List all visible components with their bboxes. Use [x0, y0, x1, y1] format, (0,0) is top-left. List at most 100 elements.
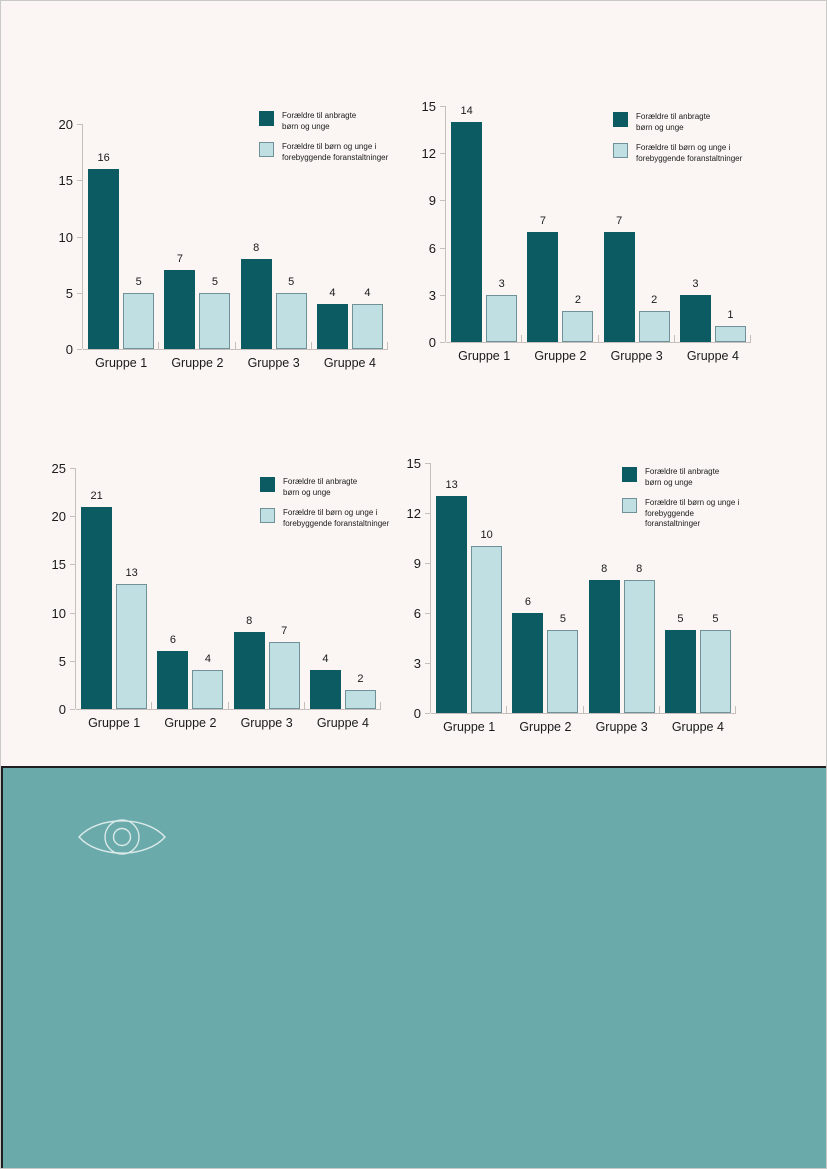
bar-value-label: 2 — [651, 293, 658, 306]
y-tick-label: 15 — [58, 173, 73, 189]
bar-series1 — [316, 304, 348, 349]
y-tick-mark — [425, 713, 430, 714]
y-axis-line — [430, 463, 431, 713]
y-tick-label: 10 — [51, 605, 66, 621]
legend-label: Forældre til børn og unge i forebyggende … — [645, 498, 740, 529]
chart-legend: Forældre til anbragte børn og unge Forældr… — [260, 477, 389, 539]
legend-item: Forældre til børn og unge i forebyggende … — [613, 143, 742, 164]
bar-series1 — [88, 169, 120, 349]
grouped-bar-chart-2: 0 3 6 9 12 15 Gruppe 1 14 3 Gruppe 2 7 2 Gruppe 3 7 2 G… — [414, 86, 763, 376]
y-tick-mark — [425, 613, 430, 614]
y-tick-label: 15 — [406, 456, 421, 471]
y-tick-mark — [425, 563, 430, 564]
eye-icon — [78, 819, 166, 855]
y-axis-line — [75, 468, 76, 709]
bar-series2 — [351, 304, 383, 349]
legend-label: Forældre til anbragte børn og unge — [645, 467, 720, 487]
category-label: Gruppe 4 — [323, 356, 376, 370]
bar-series1 — [512, 613, 544, 713]
x-tick-mark — [234, 342, 236, 349]
y-tick-mark — [440, 200, 445, 202]
eye-outline — [78, 820, 166, 854]
x-tick-mark — [303, 702, 305, 709]
bar-series2 — [116, 583, 148, 709]
legend-label: Forældre til børn og unge i forebyggende … — [636, 143, 743, 163]
x-tick-mark — [735, 706, 736, 713]
bar-series1 — [309, 670, 341, 709]
x-tick-mark — [673, 335, 675, 342]
category-label: Gruppe 4 — [686, 349, 739, 363]
pupil-circle — [112, 827, 132, 847]
x-tick-mark — [151, 702, 153, 709]
bar-series2 — [714, 326, 746, 342]
bar-series2 — [699, 629, 731, 713]
bar-series1 — [679, 294, 711, 342]
category-label: Gruppe 1 — [458, 349, 511, 363]
legend-item: Forældre til anbragte børn og unge — [613, 112, 742, 133]
category-label: Gruppe 3 — [247, 356, 300, 370]
category-label: Gruppe 2 — [164, 716, 217, 730]
bar-value-label: 7 — [176, 253, 183, 266]
bar-value-label: 10 — [480, 529, 493, 542]
legend-item: Forældre til børn og unge i forebyggende … — [259, 142, 388, 163]
bar-series1 — [588, 579, 620, 713]
bar-value-label: 6 — [169, 634, 176, 647]
category-label: Gruppe 1 — [95, 356, 148, 370]
y-axis-line — [82, 124, 83, 349]
bar-value-label: 8 — [246, 614, 253, 627]
bar-value-label: 5 — [288, 275, 295, 288]
y-tick-mark — [77, 349, 82, 350]
bar-series1 — [233, 631, 265, 709]
bar-value-label: 8 — [636, 562, 643, 575]
y-tick-mark — [425, 663, 430, 664]
y-tick-label: 20 — [51, 509, 66, 525]
y-tick-label: 0 — [413, 706, 421, 721]
bar-series2 — [486, 294, 518, 342]
legend-swatch-series1 — [613, 112, 628, 127]
x-tick-mark — [158, 342, 160, 349]
y-tick-mark — [70, 516, 75, 518]
y-tick-label: 0 — [65, 342, 73, 357]
bar-value-label: 4 — [364, 287, 371, 299]
category-label: Gruppe 4 — [671, 720, 724, 734]
x-tick-mark — [227, 702, 229, 709]
x-tick-mark — [582, 706, 584, 713]
legend-swatch-series2 — [259, 142, 274, 158]
bar-series2 — [275, 292, 307, 349]
y-tick-mark — [77, 180, 82, 182]
legend-item: Forældre til anbragte børn og unge — [259, 111, 388, 132]
legend-item: Forældre til anbragte børn og unge — [260, 477, 389, 498]
y-tick-mark — [440, 106, 445, 107]
y-tick-label: 9 — [428, 193, 436, 209]
bar-series2 — [199, 292, 231, 349]
bar-value-label: 7 — [281, 624, 288, 637]
footer-band — [1, 766, 826, 1168]
y-tick-mark — [440, 294, 445, 296]
y-tick-label: 20 — [58, 117, 73, 132]
x-tick-mark — [597, 335, 599, 342]
bar-series1 — [157, 651, 189, 709]
legend-swatch-series1 — [622, 467, 637, 482]
y-tick-label: 6 — [428, 240, 436, 256]
bar-value-label: 13 — [445, 479, 458, 492]
x-axis-line — [76, 709, 381, 710]
x-tick-mark — [506, 706, 508, 713]
bar-series2 — [562, 310, 594, 342]
bar-value-label: 21 — [90, 489, 103, 502]
bar-value-label: 5 — [712, 612, 719, 625]
category-label: Gruppe 2 — [534, 349, 587, 363]
bar-value-label: 3 — [498, 277, 505, 290]
y-tick-mark — [70, 612, 75, 614]
y-tick-mark — [70, 660, 75, 662]
x-tick-mark — [380, 702, 381, 709]
bar-value-label: 2 — [357, 672, 364, 685]
bar-value-label: 13 — [125, 566, 138, 579]
bar-series1 — [240, 259, 272, 349]
bar-series1 — [436, 496, 468, 713]
bar-series2 — [547, 629, 579, 713]
bar-value-label: 7 — [539, 214, 546, 227]
y-tick-mark — [70, 468, 75, 469]
bar-value-label: 6 — [524, 596, 531, 608]
bar-value-label: 5 — [135, 275, 142, 288]
bar-value-label: 8 — [253, 242, 260, 254]
